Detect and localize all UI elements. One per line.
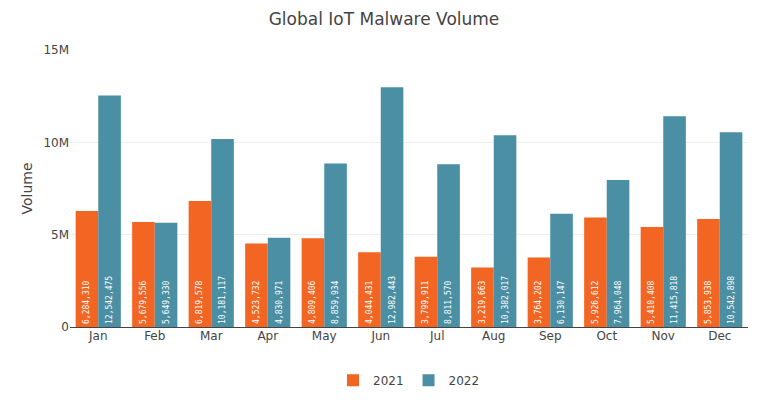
svg-text:10,542,898: 10,542,898	[727, 276, 736, 324]
svg-text:Sep: Sep	[539, 329, 562, 343]
svg-text:10,181,117: 10,181,117	[218, 276, 227, 324]
svg-text:5,679,556: 5,679,556	[139, 280, 148, 324]
svg-text:5,926,612: 5,926,612	[591, 280, 600, 324]
svg-text:12,542,475: 12,542,475	[105, 276, 114, 324]
svg-text:11,415,818: 11,415,818	[670, 276, 679, 324]
svg-text:6,819,578: 6,819,578	[195, 280, 204, 324]
svg-text:15M: 15M	[43, 43, 69, 57]
svg-text:3,219,663: 3,219,663	[478, 280, 487, 324]
svg-text:7,964,048: 7,964,048	[614, 280, 623, 324]
svg-text:8,859,934: 8,859,934	[331, 280, 340, 324]
svg-text:3,799,911: 3,799,911	[421, 280, 430, 324]
svg-text:4,523,732: 4,523,732	[252, 280, 261, 324]
svg-text:Jun: Jun	[370, 329, 390, 343]
svg-text:2022: 2022	[449, 374, 480, 388]
svg-text:Jul: Jul	[429, 329, 444, 343]
svg-text:Jan: Jan	[88, 329, 108, 343]
svg-text:Volume: Volume	[19, 162, 35, 214]
svg-text:12,982,443: 12,982,443	[388, 276, 397, 324]
svg-text:3,764,202: 3,764,202	[534, 280, 543, 324]
svg-text:5,853,938: 5,853,938	[704, 280, 713, 324]
svg-text:2021: 2021	[373, 374, 404, 388]
svg-text:Mar: Mar	[200, 329, 223, 343]
svg-text:Nov: Nov	[652, 329, 675, 343]
svg-text:Apr: Apr	[257, 329, 278, 343]
svg-text:8,811,570: 8,811,570	[444, 280, 453, 324]
svg-text:Feb: Feb	[144, 329, 165, 343]
svg-text:10M: 10M	[43, 136, 69, 150]
svg-text:4,809,406: 4,809,406	[308, 280, 317, 324]
svg-text:Dec: Dec	[708, 329, 731, 343]
svg-text:5,410,408: 5,410,408	[647, 280, 656, 324]
svg-text:4,044,431: 4,044,431	[365, 280, 374, 324]
svg-text:May: May	[312, 329, 337, 343]
svg-text:6,284,310: 6,284,310	[82, 280, 91, 324]
svg-text:5,649,330: 5,649,330	[162, 280, 171, 324]
svg-text:Oct: Oct	[596, 329, 617, 343]
svg-text:Global IoT Malware Volume: Global IoT Malware Volume	[269, 9, 500, 29]
svg-text:0: 0	[61, 320, 69, 334]
svg-text:5M: 5M	[51, 228, 69, 242]
svg-text:10,382,017: 10,382,017	[501, 276, 510, 324]
svg-text:Aug: Aug	[482, 329, 505, 343]
svg-text:4,830,971: 4,830,971	[275, 280, 284, 324]
svg-text:6,130,147: 6,130,147	[557, 280, 566, 324]
